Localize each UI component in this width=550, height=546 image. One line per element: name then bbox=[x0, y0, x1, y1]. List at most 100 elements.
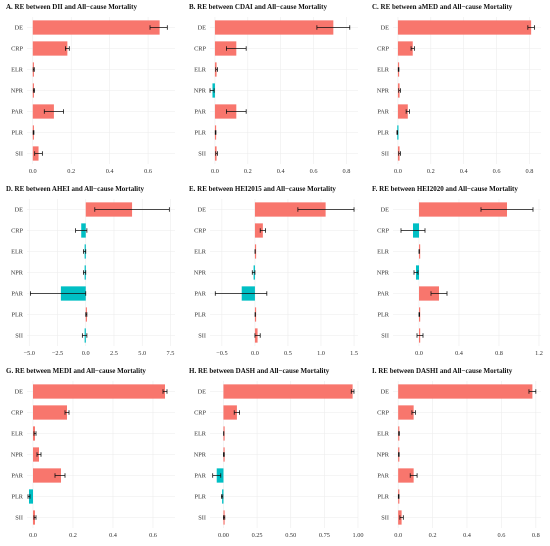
error-bar bbox=[215, 67, 218, 72]
chart-panel: B. RE between CDAI and All−cause Mortali… bbox=[189, 3, 358, 175]
tick-label: −0.5 bbox=[216, 350, 227, 357]
category-label: ELR bbox=[377, 431, 390, 438]
bar-crp bbox=[33, 405, 67, 420]
tick-label: 0.0 bbox=[29, 532, 37, 539]
tick-label: 0.75 bbox=[319, 532, 330, 539]
error-bar bbox=[399, 515, 404, 520]
error-bar bbox=[94, 207, 170, 212]
category-label: PAR bbox=[11, 291, 23, 298]
category-label: PLR bbox=[11, 130, 23, 137]
tick-label: 0.4 bbox=[455, 350, 464, 357]
tick-label: 0.25 bbox=[252, 532, 263, 539]
tick-label: 0.0 bbox=[251, 350, 259, 357]
error-bar bbox=[254, 333, 261, 338]
category-label: NPR bbox=[194, 452, 207, 459]
error-bar bbox=[223, 515, 226, 520]
error-bar bbox=[32, 88, 35, 93]
tick-label: 0.0 bbox=[82, 350, 90, 357]
category-label: SII bbox=[198, 151, 206, 158]
tick-label: 0.4 bbox=[463, 532, 472, 539]
error-bar bbox=[81, 333, 88, 338]
tick-label: 0.2 bbox=[69, 532, 77, 539]
tick-label: 0.50 bbox=[285, 532, 296, 539]
error-bar bbox=[33, 431, 37, 436]
category-label: SII bbox=[15, 151, 23, 158]
bar-par bbox=[397, 104, 408, 119]
tick-label: 0.0 bbox=[415, 350, 423, 357]
category-label: CRP bbox=[11, 410, 23, 417]
error-bar bbox=[416, 333, 424, 338]
category-label: CRP bbox=[377, 228, 389, 235]
chart-panel: E. RE between HEI2015 and All−cause Mort… bbox=[189, 185, 358, 357]
bar-par bbox=[32, 104, 54, 119]
error-bar bbox=[214, 130, 217, 135]
category-label: DE bbox=[15, 207, 24, 214]
tick-label: 0.0 bbox=[394, 168, 402, 175]
panel-title: D. RE between AHEI and All−cause Mortali… bbox=[6, 185, 144, 193]
category-label: NPR bbox=[194, 88, 207, 95]
panel-title: C. RE between aMED and All−cause Mortali… bbox=[372, 3, 513, 11]
tick-label: 0.6 bbox=[493, 168, 501, 175]
tick-label: −2.5 bbox=[52, 350, 63, 357]
tick-label: 0.6 bbox=[310, 168, 318, 175]
tick-label: 7.5 bbox=[167, 350, 175, 357]
category-label: NPR bbox=[11, 270, 24, 277]
category-label: ELR bbox=[377, 249, 390, 256]
category-label: DE bbox=[15, 25, 24, 32]
panel-title: F. RE between HEI2020 and All−cause Mort… bbox=[372, 185, 518, 193]
error-bar bbox=[398, 452, 400, 457]
category-label: CRP bbox=[11, 46, 23, 53]
tick-label: −5.0 bbox=[24, 350, 35, 357]
tick-label: 0.6 bbox=[149, 532, 157, 539]
bar-crp bbox=[398, 405, 414, 420]
error-bar bbox=[398, 88, 401, 93]
category-label: DE bbox=[198, 25, 207, 32]
tick-label: 1.2 bbox=[535, 350, 543, 357]
error-bar bbox=[413, 270, 419, 275]
category-label: PAR bbox=[11, 473, 23, 480]
error-bar bbox=[226, 46, 247, 51]
category-label: PAR bbox=[377, 109, 389, 116]
error-bar bbox=[410, 46, 415, 51]
tick-label: 5.0 bbox=[138, 350, 146, 357]
category-label: DE bbox=[198, 207, 207, 214]
category-label: DE bbox=[381, 389, 390, 396]
chart-panel: C. RE between aMED and All−cause Mortali… bbox=[372, 3, 541, 175]
error-bar bbox=[43, 109, 64, 114]
error-bar bbox=[316, 25, 351, 30]
error-bar bbox=[233, 410, 240, 415]
bar-crp bbox=[32, 41, 68, 56]
category-label: PAR bbox=[11, 109, 23, 116]
error-bar bbox=[221, 494, 224, 499]
category-label: PLR bbox=[377, 312, 389, 319]
category-label: NPR bbox=[11, 452, 24, 459]
tick-label: 1.00 bbox=[352, 532, 363, 539]
tick-label: 0.0 bbox=[29, 168, 37, 175]
category-label: PLR bbox=[11, 494, 23, 501]
category-label: PAR bbox=[377, 473, 389, 480]
tick-label: 0.4 bbox=[106, 168, 115, 175]
bar-par bbox=[33, 468, 61, 483]
bar-de bbox=[397, 20, 532, 35]
category-label: CRP bbox=[377, 410, 389, 417]
bar-de bbox=[214, 20, 334, 35]
error-bar bbox=[36, 452, 42, 457]
error-bar bbox=[32, 67, 35, 72]
error-bar bbox=[405, 109, 410, 114]
panel-title: B. RE between CDAI and All−cause Mortali… bbox=[189, 3, 327, 11]
category-label: NPR bbox=[11, 88, 24, 95]
error-bar bbox=[64, 410, 70, 415]
category-label: DE bbox=[381, 25, 390, 32]
category-label: NPR bbox=[194, 270, 207, 277]
category-label: ELR bbox=[194, 249, 207, 256]
error-bar bbox=[223, 452, 225, 457]
chart-panel: G. RE between MEDI and All−cause Mortali… bbox=[6, 367, 175, 539]
tick-label: 0.0 bbox=[211, 168, 219, 175]
tick-label: 0.8 bbox=[343, 168, 351, 175]
error-bar bbox=[149, 25, 168, 30]
error-bar bbox=[54, 473, 66, 478]
category-label: PLR bbox=[377, 130, 389, 137]
error-bar bbox=[75, 228, 88, 233]
error-bar bbox=[397, 67, 400, 72]
error-bar bbox=[400, 228, 426, 233]
